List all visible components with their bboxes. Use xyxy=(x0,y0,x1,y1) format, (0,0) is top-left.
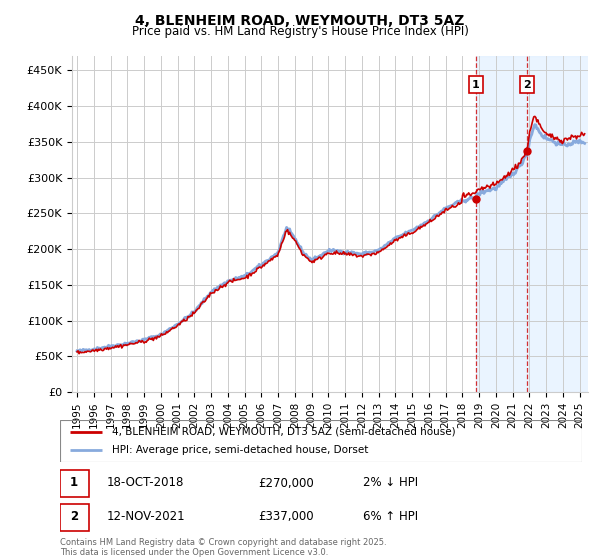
Text: 4, BLENHEIM ROAD, WEYMOUTH, DT3 5AZ: 4, BLENHEIM ROAD, WEYMOUTH, DT3 5AZ xyxy=(136,14,464,28)
Text: 1: 1 xyxy=(70,477,78,489)
Text: 12-NOV-2021: 12-NOV-2021 xyxy=(107,510,185,523)
FancyBboxPatch shape xyxy=(60,470,89,497)
FancyBboxPatch shape xyxy=(60,504,89,531)
Text: £270,000: £270,000 xyxy=(259,477,314,489)
Text: £337,000: £337,000 xyxy=(259,510,314,523)
Text: 18-OCT-2018: 18-OCT-2018 xyxy=(107,477,184,489)
Text: 2: 2 xyxy=(70,510,78,523)
Text: 6% ↑ HPI: 6% ↑ HPI xyxy=(363,510,418,523)
Text: HPI: Average price, semi-detached house, Dorset: HPI: Average price, semi-detached house,… xyxy=(112,445,368,455)
Text: 4, BLENHEIM ROAD, WEYMOUTH, DT3 5AZ (semi-detached house): 4, BLENHEIM ROAD, WEYMOUTH, DT3 5AZ (sem… xyxy=(112,427,456,437)
Text: 2: 2 xyxy=(523,80,531,90)
Bar xyxy=(476,56,600,392)
Text: Contains HM Land Registry data © Crown copyright and database right 2025.
This d: Contains HM Land Registry data © Crown c… xyxy=(60,538,386,557)
Text: 2% ↓ HPI: 2% ↓ HPI xyxy=(363,477,418,489)
Text: Price paid vs. HM Land Registry's House Price Index (HPI): Price paid vs. HM Land Registry's House … xyxy=(131,25,469,38)
Text: 1: 1 xyxy=(472,80,479,90)
